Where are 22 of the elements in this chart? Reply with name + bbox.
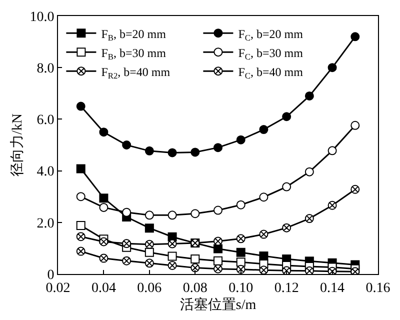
x-axis-title: 活塞位置s/m: [180, 297, 256, 314]
legend-label: F$_{B}$, b=30 mm: [101, 46, 167, 62]
y-tick-label: 4.0: [36, 164, 54, 180]
legend-label: F$_{C}$, b=40 mm: [238, 64, 304, 80]
x-tick-label: 0.16: [366, 280, 390, 296]
x-tick-label: 0.02: [46, 280, 70, 296]
legend-label: F$_{B}$, b=20 mm: [101, 26, 167, 42]
x-tick-label: 0.08: [182, 280, 208, 296]
y-tick-label: 8.0: [36, 62, 54, 76]
x-tick-label: 0.14: [320, 280, 345, 296]
y-tick-label: 0: [47, 268, 54, 283]
x-tick-label: 0.10: [228, 280, 254, 296]
y-axis-title: 径向力/kN: [9, 114, 26, 176]
legend-label: F$_{C}$, b=30 mm: [238, 46, 304, 62]
legend-label: F$_{C}$, b=20 mm: [238, 26, 304, 42]
x-tick-label: 0.12: [274, 280, 299, 296]
legend-label: F$_{R2}$, b=40 mm: [101, 64, 171, 80]
x-tick-label: 0.06: [137, 280, 162, 296]
y-tick-label: 2.0: [36, 216, 54, 232]
x-tick-label: 0.04: [91, 280, 116, 296]
y-tick-label: 10.0: [30, 10, 54, 25]
y-tick-label: 6.0: [36, 113, 54, 128]
